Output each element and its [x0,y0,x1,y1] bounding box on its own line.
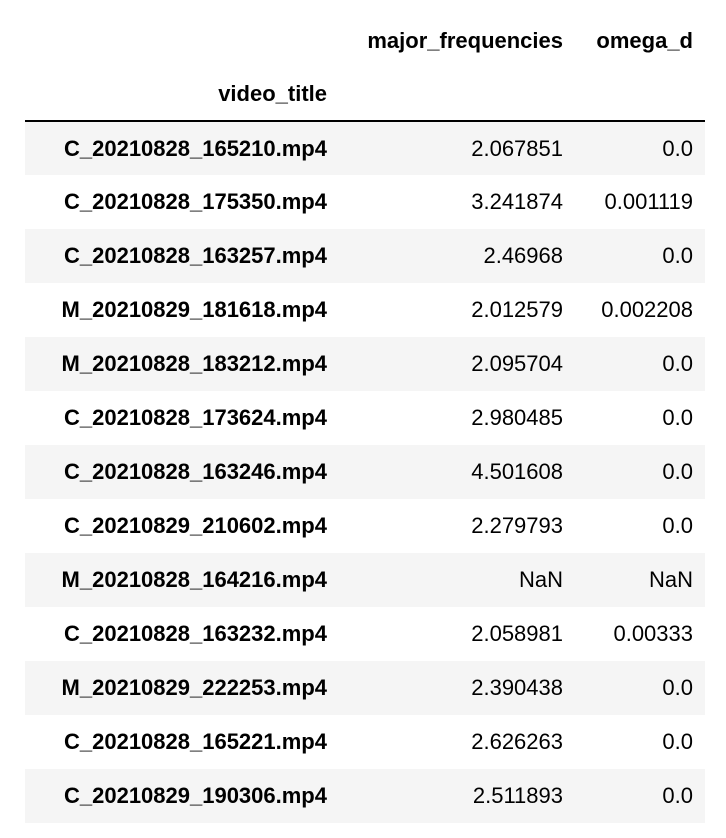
table-row: M_20210829_181618.mp4 2.012579 0.002208 [25,283,705,337]
row-index-label: M_20210829_181618.mp4 [61,297,327,322]
row-index-label: C_20210828_163246.mp4 [63,459,327,484]
omega-d-cell: 0.0 [662,405,693,430]
major-frequencies-cell: 2.012579 [471,297,563,322]
major-frequencies-cell: 2.46968 [483,243,563,268]
table-header: major_frequencies omega_d video_title [25,14,705,122]
omega-d-cell: 0.0 [662,783,693,808]
major-frequencies-cell: 2.511893 [472,783,563,808]
row-index-label: C_20210829_190306.mp4 [63,783,327,808]
omega-d-cell: 0.0 [662,675,693,700]
omega-d-cell: 0.0 [662,351,693,376]
table-row: C_20210828_163257.mp4 2.46968 0.0 [25,229,705,283]
major-frequencies-cell: 2.626263 [471,729,563,754]
row-index-label: C_20210828_165210.mp4 [63,135,327,161]
table-row: M_20210828_183212.mp4 2.095704 0.0 [25,337,705,391]
row-index-label: C_20210828_165221.mp4 [63,729,327,754]
major-frequencies-cell: 2.067851 [471,135,563,161]
major-frequencies-cell: 3.241874 [471,189,563,214]
major-frequencies-cell: 4.501608 [471,459,563,484]
major-frequencies-cell: 2.980485 [471,405,563,430]
table-body: C_20210828_165210.mp4 2.067851 0.0 C_202… [25,121,705,823]
major-frequencies-cell: 2.390438 [471,675,563,700]
omega-d-cell: 0.0 [662,729,693,754]
column-header-major-frequencies: major_frequencies [367,28,563,53]
table-row: C_20210829_190306.mp4 2.511893 0.0 [25,769,705,823]
column-header-omega-d: omega_d [596,28,693,53]
index-name-blank [339,68,575,122]
table-row: C_20210828_163232.mp4 2.058981 0.00333 [25,607,705,661]
table-row: C_20210828_175350.mp4 3.241874 0.001119 [25,175,705,229]
major-frequencies-cell: NaN [518,567,563,592]
row-index-label: C_20210828_163257.mp4 [63,243,327,268]
column-header-row: major_frequencies omega_d [25,14,705,68]
omega-d-cell: 0.0 [662,243,693,268]
table-row: M_20210829_222253.mp4 2.390438 0.0 [25,661,705,715]
index-name-header: video_title [25,68,339,122]
omega-d-cell: 0.0 [662,513,693,538]
table-row: M_20210828_164216.mp4 NaN NaN [25,553,705,607]
index-name-row: video_title [25,68,705,122]
table-row: C_20210829_210602.mp4 2.279793 0.0 [25,499,705,553]
row-index-label: M_20210828_183212.mp4 [61,351,327,376]
omega-d-cell: 0.0 [662,135,693,161]
major-frequencies-cell: 2.279793 [471,513,563,538]
table-row: C_20210828_165210.mp4 2.067851 0.0 [25,121,705,175]
row-index-label: M_20210829_222253.mp4 [61,675,327,700]
major-frequencies-cell: 2.058981 [471,621,563,646]
row-index-label: C_20210828_163232.mp4 [63,621,327,646]
dataframe-output: major_frequencies omega_d video_title C_… [25,14,705,823]
row-index-label: M_20210828_164216.mp4 [61,567,327,592]
omega-d-cell: 0.001119 [604,189,694,214]
index-name-blank [575,68,705,122]
row-index-label: C_20210828_175350.mp4 [63,189,327,214]
table-row: C_20210828_173624.mp4 2.980485 0.0 [25,391,705,445]
dataframe-table: major_frequencies omega_d video_title C_… [25,14,705,823]
table-row: C_20210828_165221.mp4 2.626263 0.0 [25,715,705,769]
column-header-blank [25,14,339,68]
row-index-label: C_20210829_210602.mp4 [63,513,327,538]
omega-d-cell: 0.00333 [613,621,693,646]
omega-d-cell: NaN [648,567,693,592]
row-index-label: C_20210828_173624.mp4 [63,405,327,430]
omega-d-cell: 0.0 [662,459,693,484]
major-frequencies-cell: 2.095704 [471,351,563,376]
table-row: C_20210828_163246.mp4 4.501608 0.0 [25,445,705,499]
omega-d-cell: 0.002208 [601,297,693,322]
